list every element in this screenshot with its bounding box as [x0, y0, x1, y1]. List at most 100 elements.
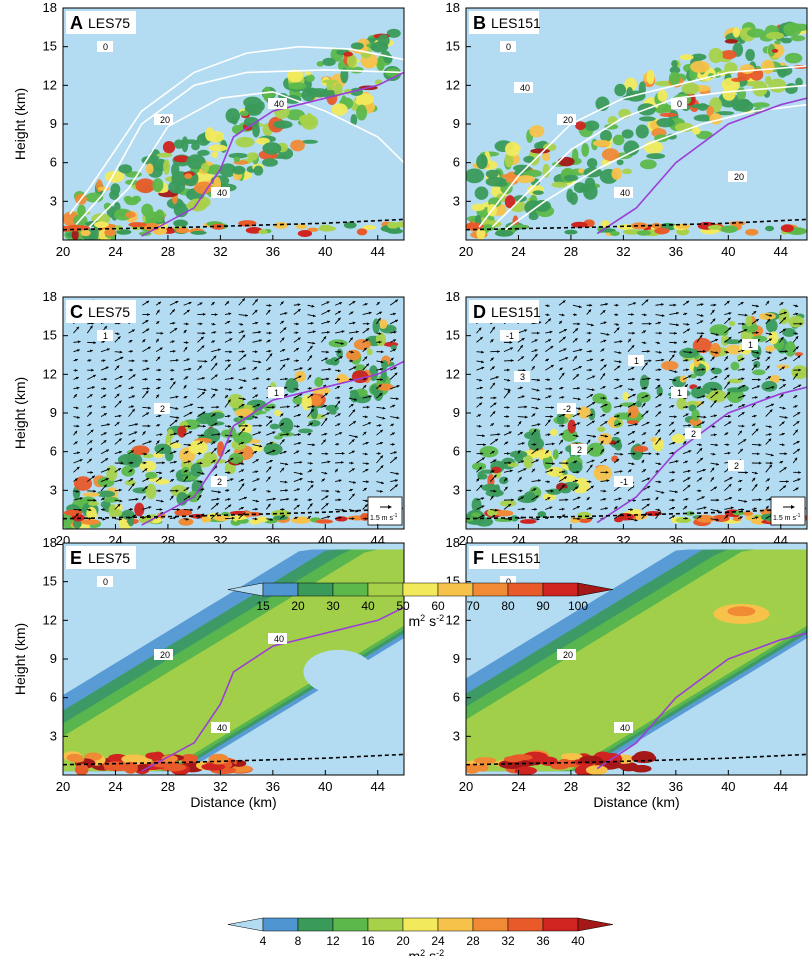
colorbar-tick-label: 15 — [256, 599, 270, 613]
wind-vector-head — [631, 367, 635, 370]
wind-vector-head — [742, 394, 746, 398]
wind-vector-head — [661, 358, 665, 362]
wind-vector-head — [797, 478, 801, 482]
shaded-region — [208, 130, 225, 143]
wind-vector-head — [240, 451, 244, 455]
wind-vector-head — [616, 378, 620, 382]
wind-vector-head — [795, 312, 799, 316]
wind-vector-head — [173, 432, 177, 436]
shaded-region — [263, 443, 283, 456]
wind-vector-head — [231, 377, 234, 380]
shaded-region — [494, 229, 514, 237]
contour-label: 2 — [160, 404, 165, 414]
x-tick-label: 36 — [669, 779, 683, 794]
wind-vector-head — [758, 378, 761, 382]
isotherm-contour — [504, 103, 807, 231]
y-tick-label: 15 — [446, 39, 460, 54]
wind-vector-head — [338, 498, 342, 502]
wind-vector-head — [145, 320, 149, 323]
wind-vector-head — [524, 329, 528, 333]
shaded-region — [178, 517, 194, 526]
wind-vector-head — [745, 471, 748, 474]
wind-vector-head — [395, 397, 399, 401]
wind-vector-head — [615, 303, 619, 307]
wind-vector-head — [769, 313, 773, 317]
wind-vector-head — [491, 470, 495, 473]
shaded-region — [782, 327, 796, 338]
wind-vector-head — [299, 367, 303, 370]
wind-vector-head — [211, 340, 215, 344]
colorbar-segment — [367, 917, 404, 932]
wind-vector-head — [532, 413, 536, 417]
wind-vector-head — [406, 504, 409, 507]
shaded-region — [528, 212, 539, 221]
shaded-region — [578, 168, 585, 174]
wind-vector-head — [156, 394, 159, 398]
wind-vector-head — [201, 488, 205, 491]
wind-vector-head — [368, 311, 372, 315]
shaded-region — [197, 149, 210, 156]
wind-vector-head — [642, 441, 646, 445]
wind-vector-head — [605, 302, 609, 306]
wind-vector-head — [132, 439, 136, 443]
wind-vector-head — [228, 387, 232, 391]
y-tick-label: 6 — [50, 155, 57, 170]
wind-vector-head — [642, 403, 646, 406]
shaded-region — [609, 231, 620, 237]
wind-vector-head — [323, 336, 327, 340]
shaded-region — [498, 759, 527, 770]
wind-vector-head — [490, 495, 494, 499]
wind-vector-head — [119, 375, 123, 379]
contour-label: 40 — [274, 99, 284, 109]
wind-vector-head — [685, 497, 689, 501]
wind-vector-head — [562, 514, 566, 518]
wind-vector-head — [590, 323, 594, 327]
wind-vector-head — [324, 432, 328, 436]
wind-vector-head — [405, 413, 408, 416]
wind-vector-head — [157, 356, 161, 360]
wind-vector-head — [578, 407, 582, 410]
wind-vector-head — [631, 313, 634, 316]
shaded-region — [626, 420, 639, 425]
contour-label: 0 — [103, 577, 108, 587]
shaded-region — [676, 397, 687, 410]
shaded-region — [727, 606, 756, 617]
y-tick-label: 6 — [453, 155, 460, 170]
wind-vector-head — [227, 498, 231, 501]
wind-vector-head — [393, 367, 397, 370]
wind-vector-head — [144, 486, 148, 490]
wind-vector-head — [268, 367, 272, 371]
colorbar-tick-label: 40 — [361, 599, 375, 613]
shaded-region — [336, 348, 343, 359]
wind-vector-head — [146, 367, 150, 371]
wind-vector-head — [144, 468, 148, 472]
wind-vector-head — [365, 415, 368, 419]
wind-vector-head — [215, 512, 219, 516]
wind-vector-head — [184, 396, 188, 399]
wind-vector-head — [545, 450, 549, 454]
y-tick-label: 15 — [43, 328, 57, 343]
reference-vector-sup: -1 — [796, 513, 801, 519]
wind-vector-head — [327, 320, 331, 324]
wind-vector-head — [75, 376, 79, 380]
wind-vector-head — [160, 331, 164, 335]
wind-vector-head — [158, 489, 162, 493]
wind-vector-head — [589, 349, 593, 353]
wind-vector-head — [785, 349, 788, 353]
shaded-region — [126, 453, 143, 468]
wind-vector-head — [478, 424, 482, 428]
wind-vector-head — [242, 334, 246, 338]
wind-vector-head — [575, 486, 578, 490]
wind-vector-head — [729, 477, 733, 480]
wind-vector-head — [382, 416, 386, 420]
wind-vector-head — [783, 467, 787, 470]
y-tick-label: 9 — [50, 116, 57, 131]
wind-vector-head — [658, 511, 661, 515]
wind-vector-head — [780, 394, 784, 398]
wind-vector-head — [133, 514, 137, 518]
shaded-region — [318, 225, 336, 232]
panel-letter: A — [70, 13, 83, 33]
shaded-region — [85, 192, 104, 203]
colorbar-segment — [332, 582, 369, 597]
wind-vector-head — [782, 406, 786, 410]
